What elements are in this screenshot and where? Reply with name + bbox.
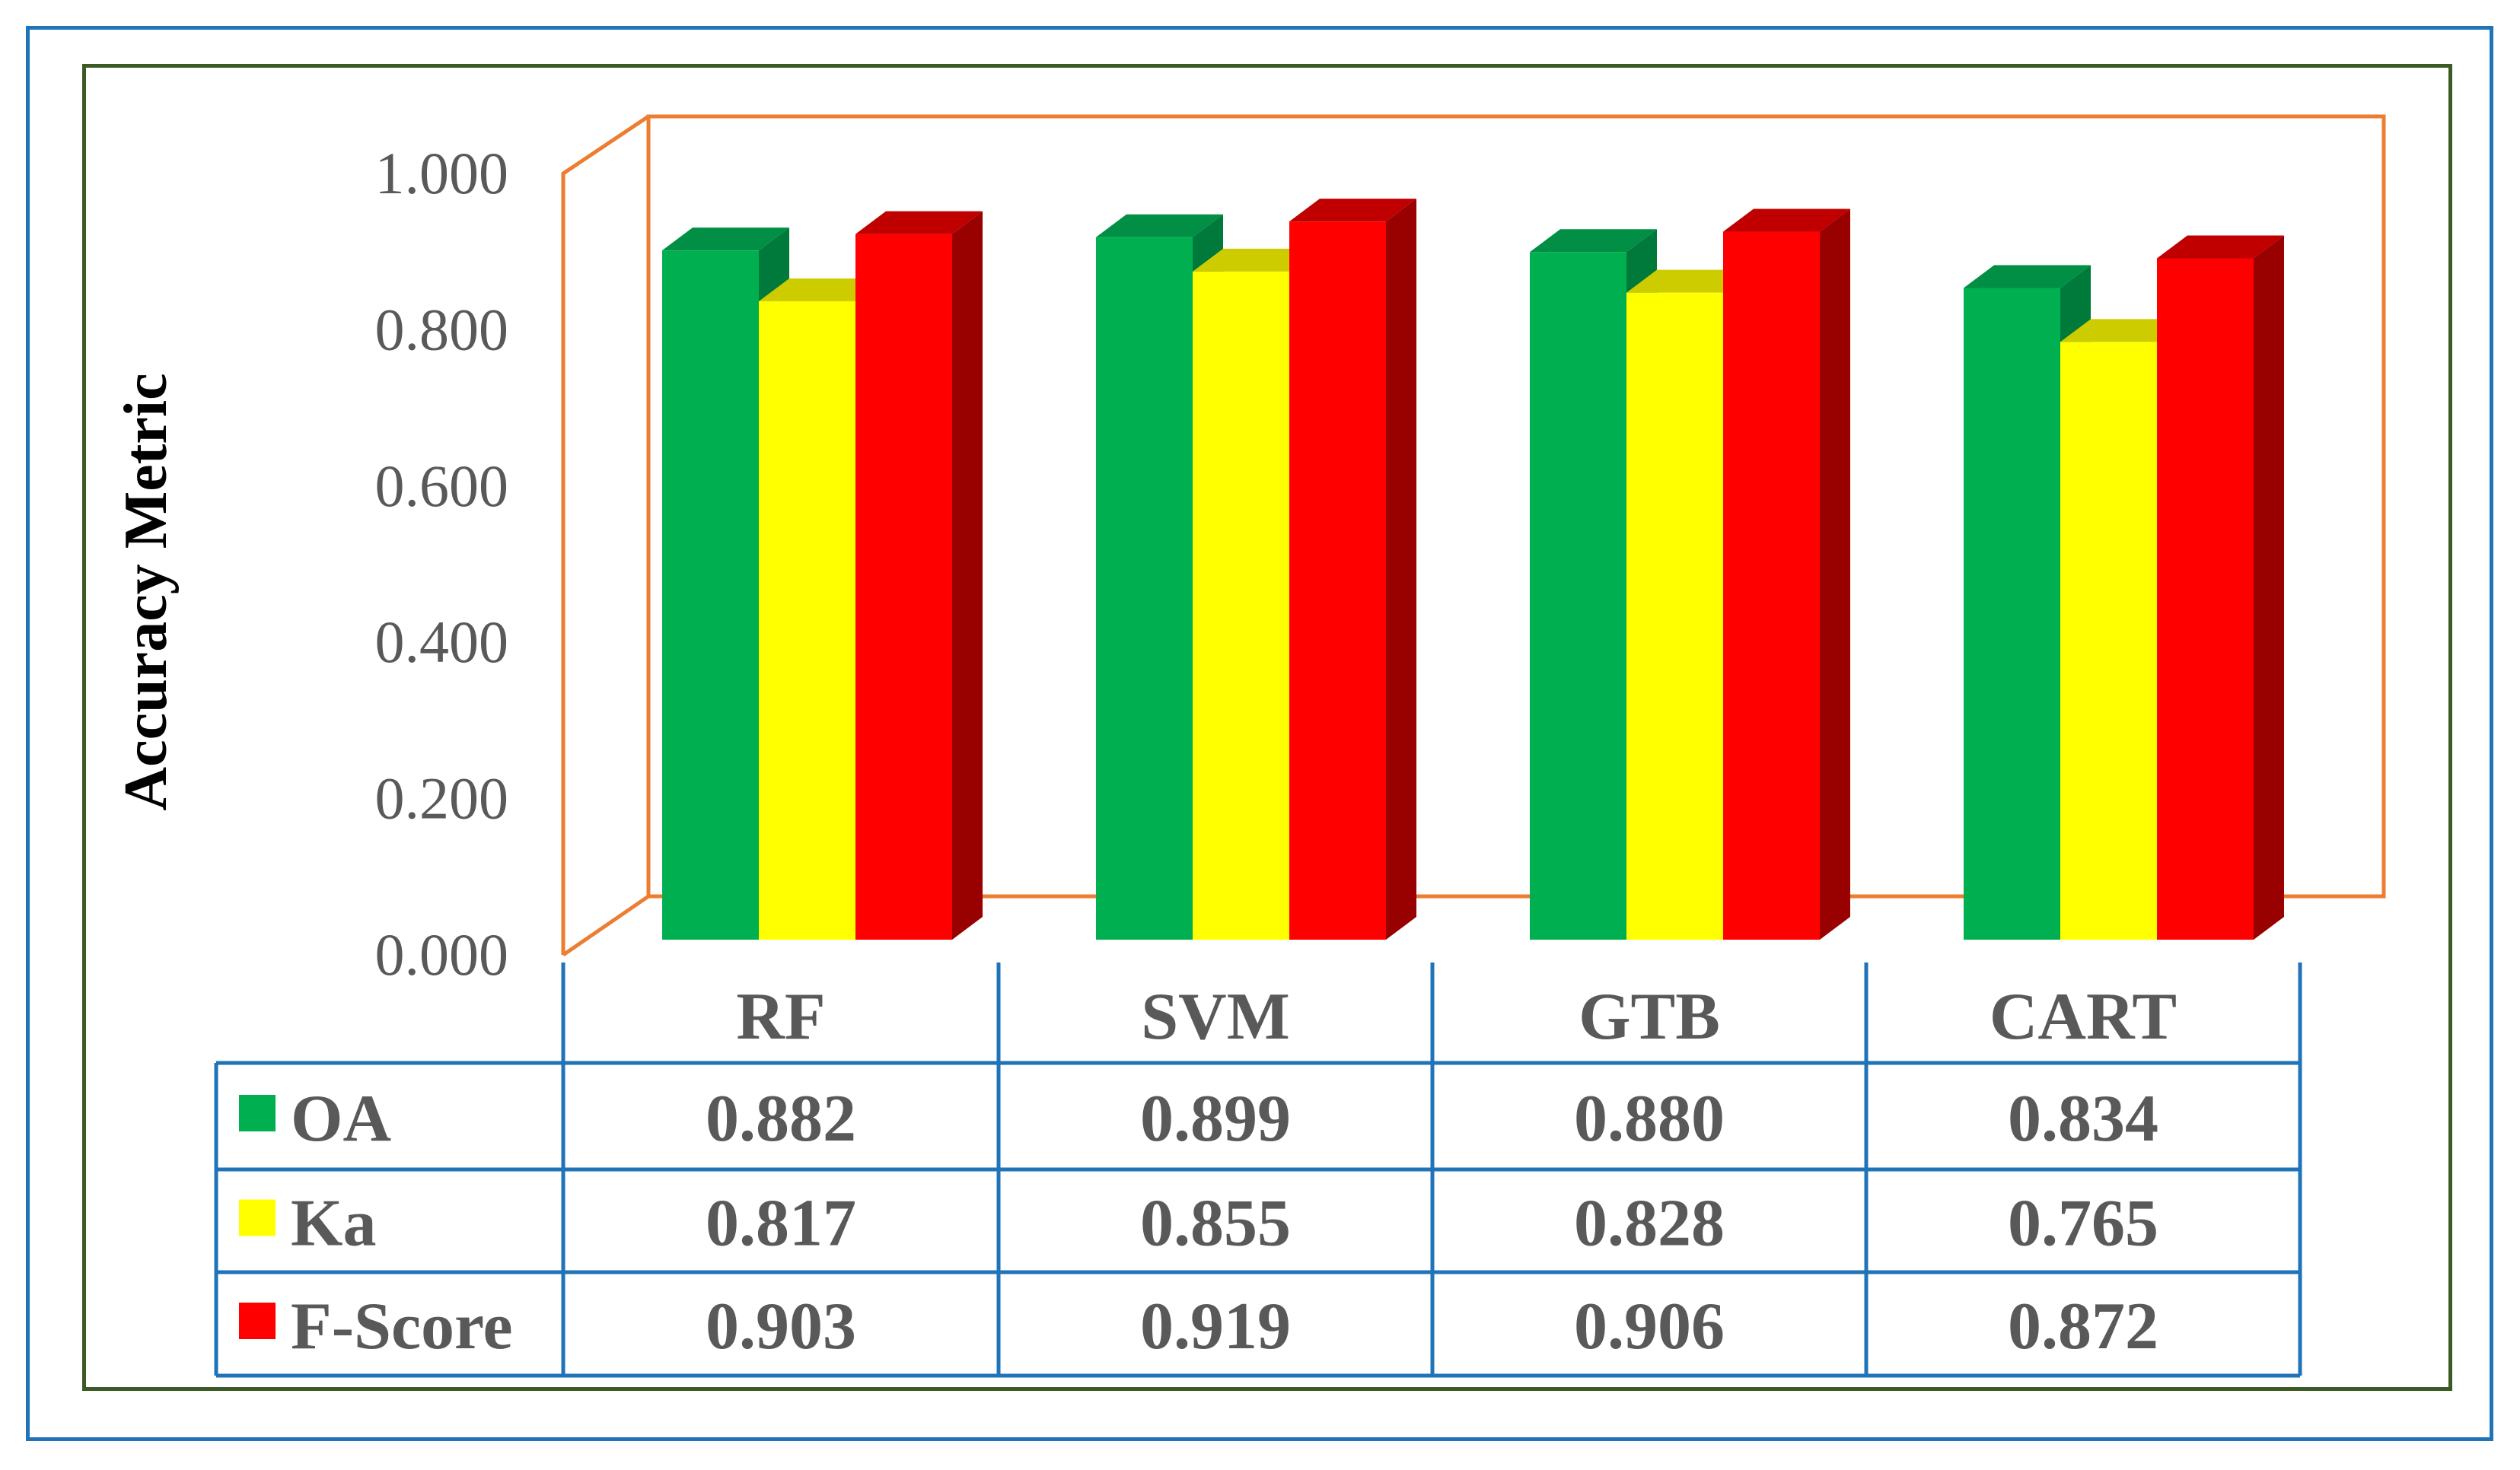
y-axis-ticks: 0.000 0.200 0.400 0.600 0.800 1.000 <box>375 140 509 988</box>
legend-swatch <box>239 1095 276 1131</box>
y-axis-label: Accuracy Metric <box>113 373 180 810</box>
side-wall <box>561 114 650 955</box>
data-table: RF SVM GTB CART OA 0.882 0.899 0.880 0.834 Ka 0.81… <box>214 963 2302 1378</box>
y-tick-label: 0.200 <box>375 765 509 832</box>
bar-f-score-gtb <box>1723 208 1850 940</box>
table-cell-value: 0.880 <box>1574 1082 1725 1156</box>
legend-label: Ka <box>291 1187 376 1261</box>
table-cell-value: 0.872 <box>2008 1290 2158 1363</box>
table-cell-value: 0.855 <box>1140 1187 1291 1261</box>
table-cell-value: 0.899 <box>1140 1082 1291 1156</box>
y-tick-label: 0.400 <box>375 609 509 675</box>
y-tick-label: 0.000 <box>375 921 509 988</box>
y-tick-label: 0.800 <box>375 296 509 362</box>
table-cell-value: 0.903 <box>706 1290 856 1363</box>
legend-label: OA <box>291 1082 391 1156</box>
y-tick-label: 0.600 <box>375 453 509 519</box>
category-label: RF <box>736 980 825 1054</box>
bar-f-score-cart <box>2157 235 2284 940</box>
table-cell-value: 0.882 <box>706 1082 856 1156</box>
outer-frame <box>26 26 2493 1441</box>
bar-f-score-rf <box>855 211 983 940</box>
y-tick-label: 1.000 <box>375 140 509 206</box>
back-wall <box>646 114 2386 899</box>
table-cell-value: 0.919 <box>1140 1290 1291 1363</box>
table-cell-value: 0.817 <box>706 1187 856 1261</box>
legend-swatch <box>239 1199 276 1236</box>
bar-f-score-svm <box>1289 199 1416 940</box>
inner-frame <box>82 64 2452 1391</box>
legend-swatch <box>239 1303 276 1339</box>
category-label: CART <box>1990 980 2177 1054</box>
table-cell-value: 0.828 <box>1574 1187 1725 1261</box>
table-cell-value: 0.765 <box>2008 1187 2158 1261</box>
table-cell-value: 0.834 <box>2008 1082 2158 1156</box>
legend-label: F-Score <box>291 1290 513 1363</box>
bars <box>662 199 2284 940</box>
category-label: GTB <box>1579 980 1720 1054</box>
category-label: SVM <box>1141 980 1290 1054</box>
table-cell-value: 0.906 <box>1574 1290 1725 1363</box>
